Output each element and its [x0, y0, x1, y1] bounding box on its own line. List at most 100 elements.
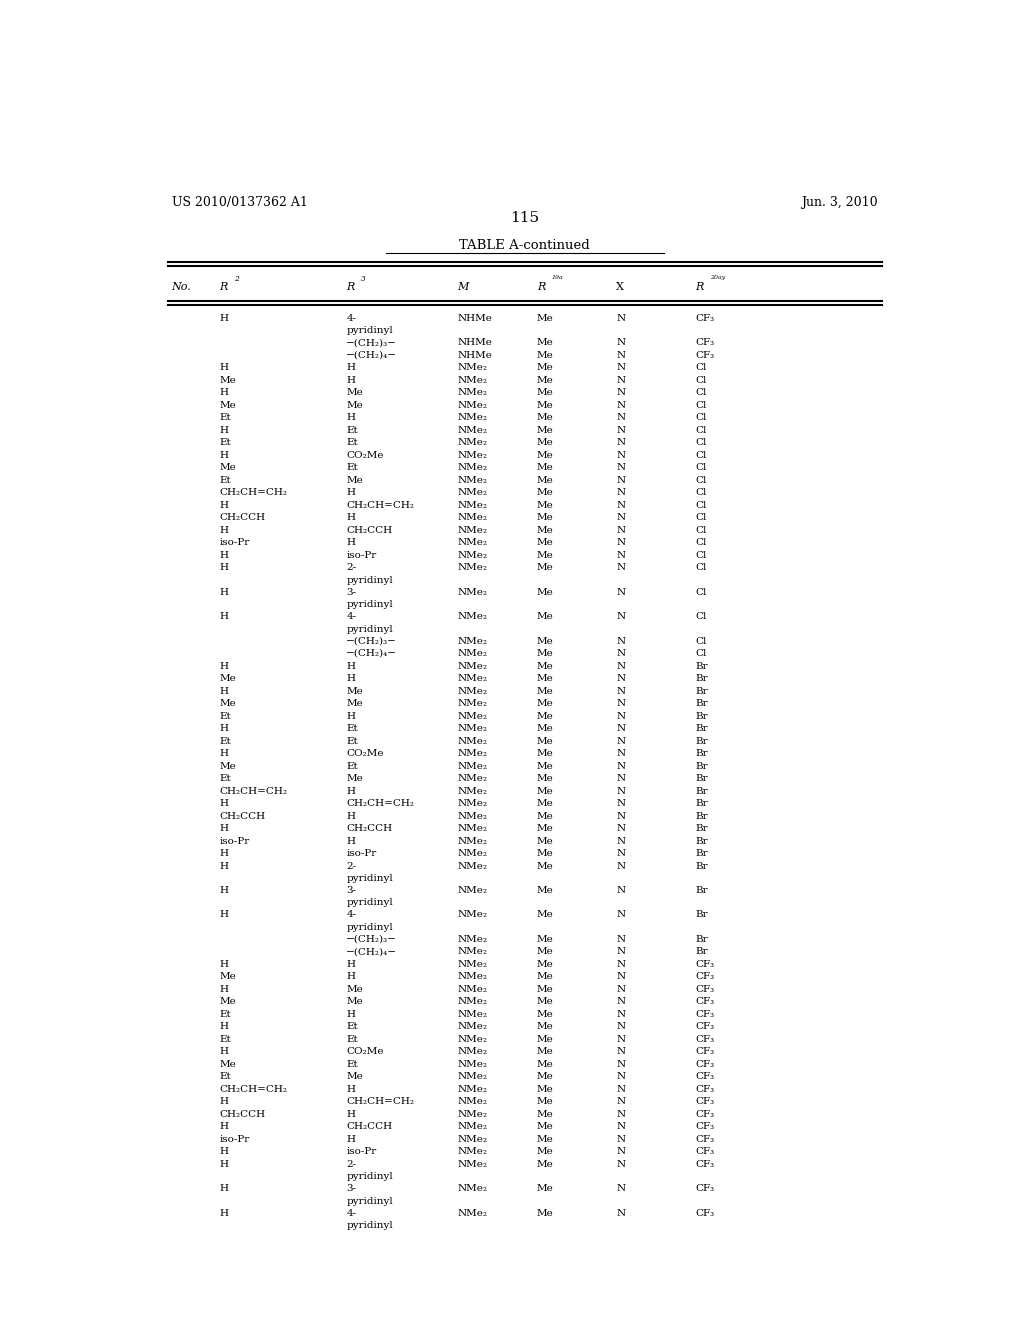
Text: Et: Et	[219, 475, 231, 484]
Text: H: H	[346, 711, 355, 721]
Text: CF₃: CF₃	[695, 1184, 715, 1193]
Text: NMe₂: NMe₂	[458, 762, 487, 771]
Text: H: H	[219, 886, 228, 895]
Text: NMe₂: NMe₂	[458, 1147, 487, 1156]
Text: Cl: Cl	[695, 636, 707, 645]
Text: pyridinyl: pyridinyl	[346, 601, 393, 610]
Text: N: N	[616, 762, 626, 771]
Text: NMe₂: NMe₂	[458, 837, 487, 846]
Text: N: N	[616, 351, 626, 360]
Text: NMe₂: NMe₂	[458, 587, 487, 597]
Text: H: H	[219, 500, 228, 510]
Text: N: N	[616, 1135, 626, 1143]
Text: Me: Me	[537, 401, 553, 409]
Text: Me: Me	[537, 686, 553, 696]
Text: R: R	[346, 282, 354, 293]
Text: N: N	[616, 388, 626, 397]
Text: N: N	[616, 413, 626, 422]
Text: Et: Et	[219, 1072, 231, 1081]
Text: CF₃: CF₃	[695, 1110, 715, 1119]
Text: Me: Me	[346, 401, 362, 409]
Text: CF₃: CF₃	[695, 338, 715, 347]
Text: N: N	[616, 886, 626, 895]
Text: Jun. 3, 2010: Jun. 3, 2010	[802, 195, 878, 209]
Text: iso-Pr: iso-Pr	[219, 837, 250, 846]
Text: Et: Et	[219, 737, 231, 746]
Text: NMe₂: NMe₂	[458, 1184, 487, 1193]
Text: NMe₂: NMe₂	[458, 1085, 487, 1094]
Text: H: H	[346, 413, 355, 422]
Text: N: N	[616, 911, 626, 919]
Text: Me: Me	[537, 1184, 553, 1193]
Text: Me: Me	[537, 737, 553, 746]
Text: Me: Me	[537, 762, 553, 771]
Text: H: H	[219, 960, 228, 969]
Text: pyridinyl: pyridinyl	[346, 624, 393, 634]
Text: Me: Me	[537, 997, 553, 1006]
Text: CH₂CH=CH₂: CH₂CH=CH₂	[346, 500, 415, 510]
Text: Me: Me	[537, 700, 553, 708]
Text: NMe₂: NMe₂	[458, 564, 487, 573]
Text: H: H	[219, 363, 228, 372]
Text: Et: Et	[219, 1010, 231, 1019]
Text: R: R	[537, 282, 545, 293]
Text: CH₂CH=CH₂: CH₂CH=CH₂	[346, 1097, 415, 1106]
Text: Et: Et	[346, 1060, 358, 1069]
Text: Me: Me	[537, 539, 553, 548]
Text: Cl: Cl	[695, 539, 707, 548]
Text: 4-: 4-	[346, 612, 356, 622]
Text: N: N	[616, 451, 626, 459]
Text: Br: Br	[695, 774, 708, 783]
Text: 4-: 4-	[346, 911, 356, 919]
Text: X: X	[616, 282, 624, 293]
Text: NMe₂: NMe₂	[458, 463, 487, 473]
Text: CF₃: CF₃	[695, 997, 715, 1006]
Text: Br: Br	[695, 725, 708, 733]
Text: H: H	[219, 1122, 228, 1131]
Text: CF₃: CF₃	[695, 1060, 715, 1069]
Text: H: H	[346, 675, 355, 682]
Text: N: N	[616, 799, 626, 808]
Text: N: N	[616, 948, 626, 956]
Text: CF₃: CF₃	[695, 1047, 715, 1056]
Text: NMe₂: NMe₂	[458, 812, 487, 821]
Text: N: N	[616, 314, 626, 323]
Text: Cl: Cl	[695, 463, 707, 473]
Text: H: H	[346, 812, 355, 821]
Text: R: R	[695, 282, 703, 293]
Text: Br: Br	[695, 812, 708, 821]
Text: CF₃: CF₃	[695, 314, 715, 323]
Text: H: H	[346, 1110, 355, 1119]
Text: H: H	[219, 426, 228, 434]
Text: CF₃: CF₃	[695, 351, 715, 360]
Text: NMe₂: NMe₂	[458, 799, 487, 808]
Text: Et: Et	[219, 774, 231, 783]
Text: CF₃: CF₃	[695, 1209, 715, 1217]
Text: CO₂Me: CO₂Me	[346, 748, 384, 758]
Text: 115: 115	[510, 211, 540, 226]
Text: Me: Me	[537, 675, 553, 682]
Text: NMe₂: NMe₂	[458, 985, 487, 994]
Text: H: H	[219, 862, 228, 871]
Text: NMe₂: NMe₂	[458, 1060, 487, 1069]
Text: N: N	[616, 1060, 626, 1069]
Text: Me: Me	[537, 799, 553, 808]
Text: Me: Me	[346, 700, 362, 708]
Text: H: H	[219, 686, 228, 696]
Text: CH₂CH=CH₂: CH₂CH=CH₂	[219, 1085, 288, 1094]
Text: NMe₂: NMe₂	[458, 1047, 487, 1056]
Text: Me: Me	[537, 774, 553, 783]
Text: Br: Br	[695, 862, 708, 871]
Text: NMe₂: NMe₂	[458, 413, 487, 422]
Text: N: N	[616, 997, 626, 1006]
Text: N: N	[616, 787, 626, 796]
Text: Br: Br	[695, 935, 708, 944]
Text: Me: Me	[537, 636, 553, 645]
Text: Me: Me	[537, 1135, 553, 1143]
Text: −(CH₂)₄−: −(CH₂)₄−	[346, 948, 397, 956]
Text: H: H	[219, 1184, 228, 1193]
Text: NMe₂: NMe₂	[458, 438, 487, 447]
Text: Br: Br	[695, 675, 708, 682]
Text: N: N	[616, 935, 626, 944]
Text: N: N	[616, 700, 626, 708]
